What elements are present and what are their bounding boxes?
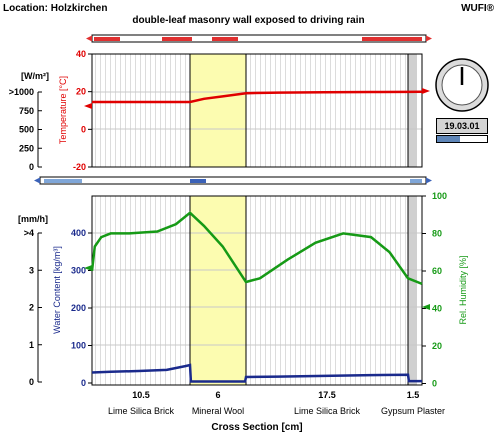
humidity-tick-label: 0 bbox=[432, 379, 437, 389]
top-scrollbar[interactable] bbox=[86, 34, 432, 43]
temperature-tick-label: 0 bbox=[81, 124, 86, 134]
right-boundary-marker bbox=[422, 88, 430, 94]
water-content-tick-label: 300 bbox=[71, 266, 86, 276]
rain-axis: [mm/h] >4 3 2 1 0 bbox=[18, 214, 48, 387]
layer-2-name: Mineral Wool bbox=[192, 406, 244, 416]
moisture-plot bbox=[91, 195, 423, 386]
left-humidity-marker bbox=[84, 265, 92, 271]
water-content-tick-label: 400 bbox=[71, 228, 86, 238]
water-content-axis: 400 300 200 100 0 Water Content [kg/m³] bbox=[52, 228, 92, 388]
humidity-tick-label: 100 bbox=[432, 191, 447, 201]
irradiance-tick-label: 0 bbox=[29, 162, 34, 172]
humidity-tick-label: 20 bbox=[432, 341, 442, 351]
layer-3-thickness: 17.5 bbox=[318, 390, 336, 400]
water-content-tick-label: 100 bbox=[71, 341, 86, 351]
layer-3-name: Lime Silica Brick bbox=[294, 406, 361, 416]
simulation-title: double-leaf masonry wall exposed to driv… bbox=[132, 15, 365, 26]
rain-tick-label: 3 bbox=[29, 265, 34, 275]
time-progress-bar bbox=[436, 135, 488, 143]
rain-tick-label: 2 bbox=[29, 303, 34, 313]
simulation-date: 19.03.01 bbox=[436, 118, 488, 134]
water-content-tick-label: 0 bbox=[81, 378, 86, 388]
water-content-tick-label: 200 bbox=[71, 303, 86, 313]
irradiance-unit: [W/m²] bbox=[21, 71, 49, 81]
irradiance-tick-label: >1000 bbox=[9, 87, 34, 97]
location-label: Location: Holzkirchen bbox=[3, 3, 108, 14]
humidity-axis-label: Rel. Humidity [%] bbox=[458, 255, 468, 324]
layer-4-thickness: 1.5 bbox=[407, 390, 420, 400]
temperature-tick-label: 40 bbox=[76, 49, 86, 59]
temperature-tick-label: -20 bbox=[73, 162, 86, 172]
humidity-tick-label: 80 bbox=[432, 229, 442, 239]
x-axis-label: Cross Section [cm] bbox=[211, 422, 302, 433]
layer-1-name: Lime Silica Brick bbox=[108, 406, 175, 416]
rain-tick-label: 1 bbox=[29, 340, 34, 350]
rain-tick-label: >4 bbox=[24, 228, 34, 238]
right-humidity-marker bbox=[422, 304, 430, 310]
brand-label: WUFI® bbox=[461, 3, 494, 14]
top-left-axis: [W/m²] >1000 750 500 250 0 bbox=[9, 71, 49, 172]
temperature-tick-label: 20 bbox=[76, 87, 86, 97]
layer-labels: 10.5 6 17.5 1.5 Lime Silica Brick Minera… bbox=[108, 390, 445, 416]
water-content-line bbox=[91, 363, 422, 383]
irradiance-tick-label: 750 bbox=[19, 106, 34, 116]
water-content-axis-label: Water Content [kg/m³] bbox=[52, 246, 62, 334]
humidity-line bbox=[90, 211, 423, 286]
middle-scrollbar[interactable] bbox=[34, 176, 432, 185]
irradiance-tick-label: 500 bbox=[19, 125, 34, 135]
layer-4-name: Gypsum Plaster bbox=[381, 406, 445, 416]
humidity-axis: 100 80 60 40 20 0 Rel. Humidity [%] bbox=[422, 191, 468, 389]
temperature-axis: 40 20 0 -20 Temperature [°C] bbox=[58, 49, 92, 172]
temperature-axis-label: Temperature [°C] bbox=[58, 76, 68, 144]
layer-2-thickness: 6 bbox=[215, 390, 220, 400]
left-boundary-marker bbox=[84, 103, 92, 109]
humidity-tick-label: 60 bbox=[432, 266, 442, 276]
rain-tick-label: 0 bbox=[29, 377, 34, 387]
clock-icon bbox=[435, 58, 489, 112]
temperature-line bbox=[92, 90, 423, 104]
irradiance-tick-label: 250 bbox=[19, 143, 34, 153]
time-progress-fill bbox=[437, 136, 460, 142]
temperature-plot bbox=[91, 53, 423, 168]
layer-1-thickness: 10.5 bbox=[132, 390, 150, 400]
humidity-tick-label: 40 bbox=[432, 304, 442, 314]
rain-unit: [mm/h] bbox=[18, 214, 48, 224]
